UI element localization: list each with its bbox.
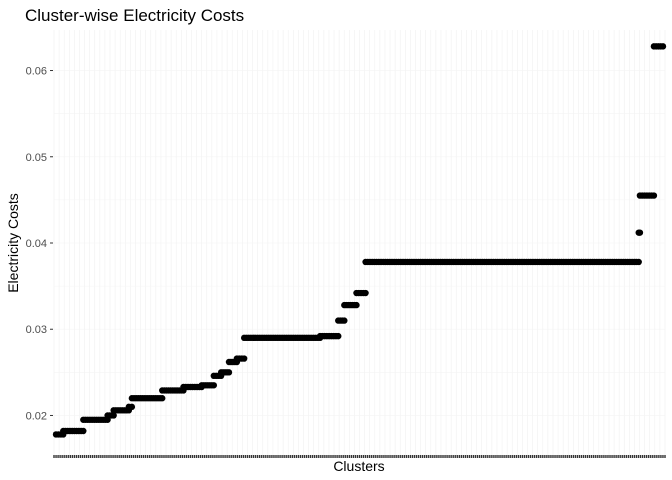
- y-tick-label: 0.02: [26, 410, 47, 422]
- data-point: [110, 412, 117, 419]
- y-axis-label: Electricity Costs: [5, 193, 21, 293]
- y-axis: 0.02 0.03 0.04 0.05 0.06: [26, 66, 53, 422]
- x-axis-label: Clusters: [333, 458, 384, 474]
- y-tick-label: 0.04: [26, 238, 47, 250]
- data-point: [636, 229, 644, 236]
- data-point: [635, 258, 642, 266]
- data-point: [650, 192, 658, 199]
- chart-title: Cluster-wise Electricity Costs: [25, 6, 244, 25]
- data-point: [128, 403, 136, 411]
- data-point: [659, 43, 667, 50]
- data-point: [225, 369, 233, 376]
- grid-lines: [53, 30, 666, 456]
- data-point: [159, 395, 166, 402]
- data-point: [362, 289, 369, 297]
- data-point: [210, 382, 218, 389]
- y-tick-label: 0.03: [26, 324, 47, 336]
- data-point: [240, 355, 248, 362]
- data-point: [341, 317, 348, 324]
- y-tick-label: 0.05: [26, 152, 47, 164]
- y-tick-label: 0.06: [26, 66, 47, 78]
- data-point: [335, 332, 342, 340]
- data-point: [353, 301, 360, 309]
- data-point: [80, 427, 87, 435]
- data-points: [52, 43, 667, 438]
- x-tick-marks: [53, 455, 666, 458]
